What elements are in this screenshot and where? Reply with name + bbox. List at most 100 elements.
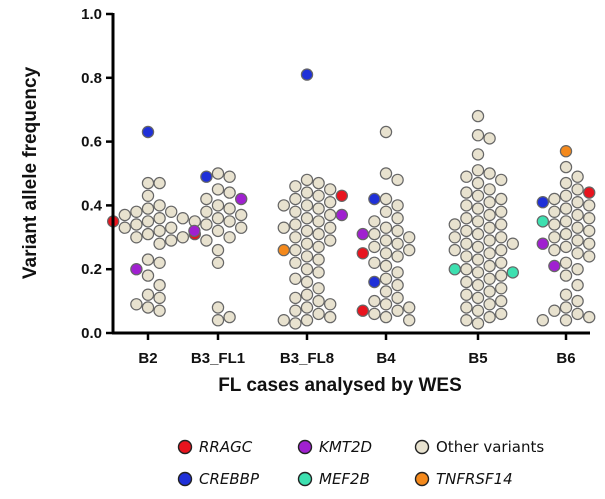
point-crebbp (536, 195, 550, 209)
point-other-variants (379, 234, 393, 247)
point-other-variants (164, 205, 178, 218)
point-crebbp (300, 68, 314, 81)
point-other-variants (471, 164, 485, 177)
point-other-variants (153, 199, 166, 212)
point-other-variants (141, 301, 155, 314)
point-other-variants (300, 288, 314, 301)
point-other-variants (164, 234, 178, 247)
point-other-variants (495, 307, 508, 321)
point-other-variants (153, 291, 166, 305)
point-other-variants (548, 304, 561, 317)
point-other-variants (289, 243, 302, 257)
point-other-variants (495, 256, 508, 269)
point-other-variants (483, 221, 496, 234)
point-other-variants (571, 170, 584, 183)
point-other-variants (403, 231, 416, 244)
legend-item-kmt2d: KMT2D (297, 438, 372, 456)
point-other-variants (495, 173, 508, 187)
legend-marker (297, 439, 313, 455)
point-other-variants (460, 199, 473, 212)
point-other-variants (289, 218, 302, 231)
y-tick-label: 0.8 (81, 70, 102, 87)
point-other-variants (471, 253, 485, 266)
point-crebbp (368, 275, 381, 289)
point-other-variants (559, 176, 573, 190)
point-other-variants (289, 272, 302, 285)
point-other-variants (312, 266, 325, 279)
point-rragc (335, 189, 348, 202)
point-other-variants (312, 307, 325, 321)
point-other-variants (471, 266, 485, 279)
y-tick-label: 0.6 (81, 134, 102, 151)
point-other-variants (403, 314, 416, 327)
point-other-variants (153, 211, 166, 225)
point-other-variants (289, 192, 302, 206)
point-other-variants (548, 192, 561, 206)
point-kmt2d (188, 224, 201, 238)
point-tnfrsf14 (277, 243, 290, 257)
point-mef2b (448, 263, 461, 276)
legend-marker (414, 439, 430, 455)
point-other-variants (559, 227, 573, 241)
point-other-variants (379, 247, 393, 260)
point-other-variants (548, 231, 561, 244)
point-other-variants (391, 278, 404, 292)
point-other-variants (324, 208, 337, 222)
legend-item-mef2b: MEF2B (297, 470, 370, 488)
legend-label: RRAGC (199, 438, 253, 456)
point-other-variants (277, 199, 290, 212)
point-other-variants (571, 278, 584, 292)
point-other-variants (471, 215, 485, 228)
point-other-variants (391, 173, 404, 187)
point-other-variants (403, 243, 416, 257)
x-tick-label: B6 (556, 350, 575, 367)
x-tick-label: B4 (376, 350, 396, 367)
point-kmt2d (548, 259, 561, 273)
point-other-variants (211, 301, 225, 314)
point-other-variants (200, 234, 213, 247)
point-other-variants (448, 218, 461, 231)
point-other-variants (289, 256, 302, 269)
point-other-variants (176, 231, 189, 244)
point-other-variants (141, 176, 155, 190)
point-other-variants (483, 183, 496, 196)
legend-label: TNFRSF14 (436, 470, 513, 488)
point-other-variants (495, 243, 508, 257)
point-other-variants (483, 298, 496, 311)
point-other-variants (379, 125, 393, 139)
point-other-variants (495, 294, 508, 308)
point-other-variants (379, 167, 393, 180)
point-other-variants (211, 211, 225, 225)
point-other-variants (483, 167, 496, 180)
point-rragc (583, 186, 596, 199)
point-other-variants (368, 227, 381, 241)
point-other-variants (289, 304, 302, 317)
point-other-variants (471, 128, 485, 142)
point-other-variants (548, 218, 561, 231)
legend-marker (177, 471, 193, 487)
point-other-variants (460, 288, 473, 301)
point-other-variants (289, 317, 302, 330)
point-other-variants (200, 218, 213, 231)
y-tick-label: 0.4 (81, 197, 103, 214)
point-other-variants (300, 199, 314, 212)
point-other-variants (211, 199, 225, 212)
point-other-variants (200, 192, 213, 206)
point-other-variants (391, 304, 404, 317)
point-other-variants (211, 243, 225, 257)
point-other-variants (312, 215, 325, 228)
point-other-variants (471, 240, 485, 254)
point-other-variants (471, 176, 485, 190)
point-other-variants (391, 224, 404, 238)
point-other-variants (559, 269, 573, 282)
point-other-variants (379, 272, 393, 285)
point-other-variants (234, 221, 248, 234)
point-other-variants (548, 243, 561, 257)
point-other-variants (300, 224, 314, 238)
point-other-variants (289, 291, 302, 305)
point-mef2b (506, 266, 519, 279)
point-other-variants (153, 256, 166, 269)
legend-item-rragc: RRAGC (177, 438, 253, 456)
point-other-variants (403, 301, 416, 314)
point-other-variants (391, 250, 404, 263)
